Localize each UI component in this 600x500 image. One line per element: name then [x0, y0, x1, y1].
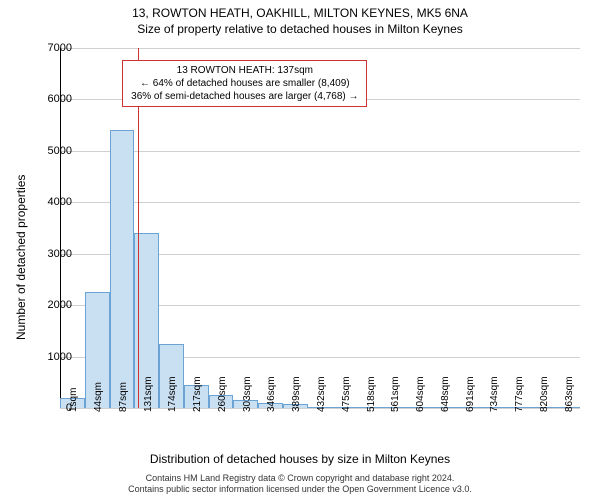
- histogram-bar: [110, 130, 135, 408]
- chart-subtitle: Size of property relative to detached ho…: [0, 22, 600, 36]
- xtick-label: 174sqm: [167, 376, 178, 412]
- reference-info-box: 13 ROWTON HEATH: 137sqm← 64% of detached…: [122, 60, 367, 107]
- ytick-label: 5000: [48, 145, 72, 157]
- xtick-label: 346sqm: [266, 376, 277, 412]
- info-line2: ← 64% of detached houses are smaller (8,…: [131, 77, 358, 90]
- xtick-label: 648sqm: [440, 376, 451, 412]
- xtick-label: 217sqm: [192, 376, 203, 412]
- y-axis-label: Number of detached properties: [14, 175, 28, 340]
- chart-title-block: 13, ROWTON HEATH, OAKHILL, MILTON KEYNES…: [0, 0, 600, 36]
- ytick-label: 2000: [48, 299, 72, 311]
- xtick-label: 691sqm: [465, 376, 476, 412]
- xtick-label: 1sqm: [68, 388, 79, 412]
- footer-line1: Contains HM Land Registry data © Crown c…: [0, 473, 600, 485]
- info-line3: 36% of semi-detached houses are larger (…: [131, 90, 358, 103]
- xtick-label: 561sqm: [390, 376, 401, 412]
- xtick-label: 87sqm: [118, 382, 129, 412]
- xtick-label: 863sqm: [564, 376, 575, 412]
- ytick-label: 7000: [48, 42, 72, 54]
- xtick-label: 303sqm: [242, 376, 253, 412]
- ytick-label: 3000: [48, 248, 72, 260]
- xtick-label: 432sqm: [316, 376, 327, 412]
- xtick-label: 777sqm: [514, 376, 525, 412]
- chart-title-address: 13, ROWTON HEATH, OAKHILL, MILTON KEYNES…: [0, 6, 600, 20]
- xtick-label: 475sqm: [341, 376, 352, 412]
- xtick-label: 131sqm: [143, 376, 154, 412]
- xtick-label: 518sqm: [366, 376, 377, 412]
- ytick-label: 4000: [48, 196, 72, 208]
- footer-line2: Contains public sector information licen…: [0, 484, 600, 496]
- ytick-label: 6000: [48, 93, 72, 105]
- plot-region: 13 ROWTON HEATH: 137sqm← 64% of detached…: [60, 48, 580, 408]
- plot-area: 13 ROWTON HEATH: 137sqm← 64% of detached…: [60, 48, 580, 408]
- xtick-label: 604sqm: [415, 376, 426, 412]
- x-axis-label: Distribution of detached houses by size …: [0, 452, 600, 466]
- chart-footer: Contains HM Land Registry data © Crown c…: [0, 473, 600, 496]
- xtick-label: 44sqm: [93, 382, 104, 412]
- xtick-label: 734sqm: [489, 376, 500, 412]
- xtick-label: 820sqm: [539, 376, 550, 412]
- ytick-label: 1000: [48, 351, 72, 363]
- info-line1: 13 ROWTON HEATH: 137sqm: [131, 64, 358, 77]
- xtick-label: 389sqm: [291, 376, 302, 412]
- xtick-label: 260sqm: [217, 376, 228, 412]
